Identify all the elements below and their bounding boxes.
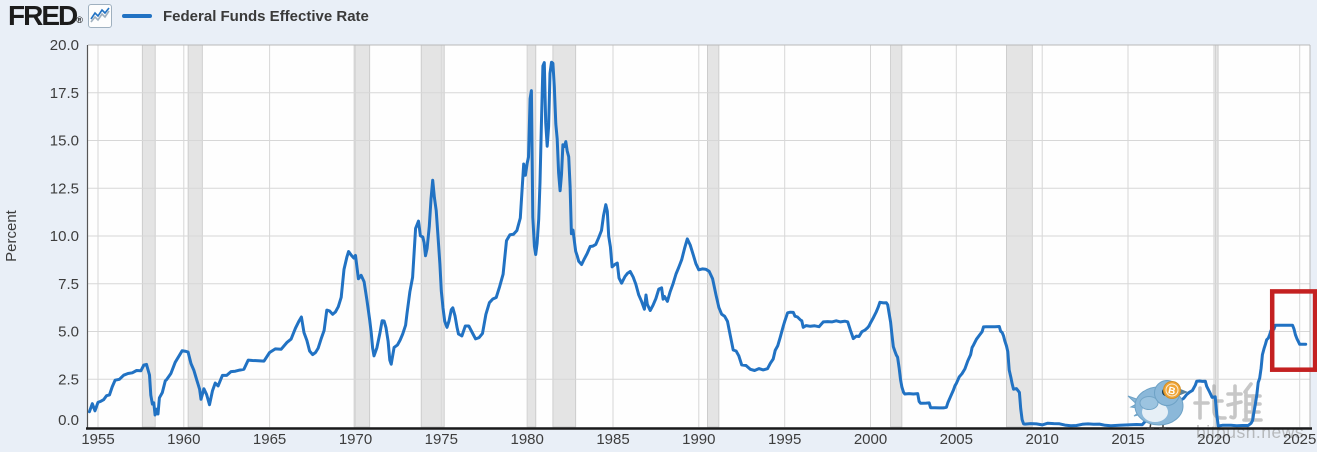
x-tick-label: 1960 [167,431,200,448]
rate-line [87,60,1308,428]
x-tick-label: 1965 [253,431,286,448]
x-tick-label: 2025 [1283,431,1316,448]
x-tick-label: 2010 [1026,431,1059,448]
x-tick-label: 1990 [682,431,715,448]
x-tick-label: 1980 [511,431,544,448]
y-tick-label: 2.5 [58,371,79,388]
fred-logo-text: FRED [8,0,78,31]
y-tick-label: 20.0 [50,37,79,54]
legend-swatch [122,14,152,18]
x-tick-label: 1970 [339,431,372,448]
y-tick-label: 5.0 [58,324,79,341]
y-tick-label: 7.5 [58,276,79,293]
fred-logo-registered-mark: ® [76,15,83,25]
legend-label: Federal Funds Effective Rate [163,7,369,25]
x-tick-label: 2020 [1197,431,1230,448]
fred-logo: FRED® [8,0,83,32]
x-tick-label: 1985 [596,431,629,448]
svg-text:B: B [1167,385,1176,397]
y-tick-label: 10.0 [50,228,79,245]
y-tick-label: 12.5 [50,180,79,197]
x-tick-label: 2015 [1111,431,1144,448]
x-tick-label: 1955 [81,431,114,448]
x-tick-label: 1995 [768,431,801,448]
y-tick-label: 15.0 [50,133,79,150]
line-chart-icon [88,4,112,28]
chart-header: FRED® Federal Funds Effective Rate [0,0,1317,32]
bitcoin-icon: B [1163,381,1181,399]
chart-legend: Federal Funds Effective Rate [122,0,369,32]
y-tick-label: 17.5 [50,85,79,102]
watermark-domain-text: bitpush.news [1196,422,1304,442]
watermark-cjk [1193,382,1263,422]
y-axis-title: Percent [3,209,20,262]
y-tick-label: 0.0 [58,412,79,429]
red-highlight-box [1269,289,1317,372]
x-tick-label: 1975 [425,431,458,448]
line-chart-icon-glyph [90,7,110,23]
x-tick-label: 2000 [854,431,887,448]
x-tick-label: 2005 [940,431,973,448]
